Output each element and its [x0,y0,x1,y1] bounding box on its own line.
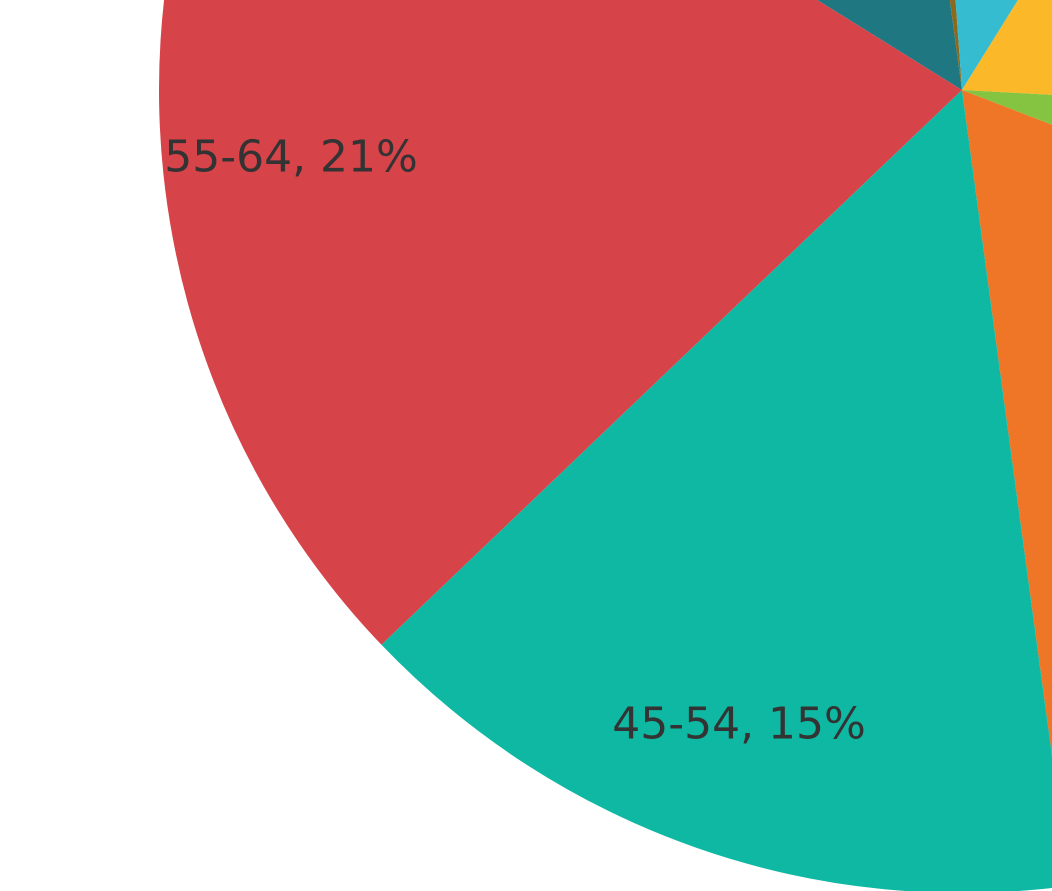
pie-slice [158,0,962,645]
pie-slice [949,0,962,90]
pie-slice [381,90,1052,891]
pie-slice [962,90,1052,756]
slice-label: 45-54, 15% [612,699,866,750]
pie-slice [817,0,962,90]
pie-slice [962,0,1052,95]
pie-slice [955,0,1019,90]
slice-label: 55-64, 21% [164,131,418,182]
